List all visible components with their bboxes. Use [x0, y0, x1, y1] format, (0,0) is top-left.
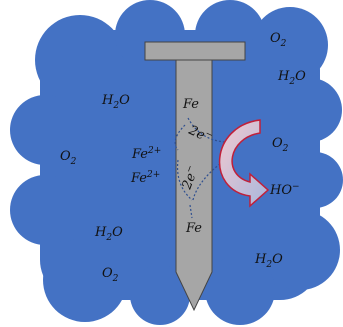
- label-part: O: [272, 136, 283, 151]
- label-part: 2: [280, 39, 287, 49]
- label-part: O: [119, 93, 130, 108]
- label-part: Fe: [131, 147, 148, 162]
- chemical-label: Fe: [182, 97, 199, 112]
- chemical-label: Fe: [185, 221, 202, 236]
- label-part: Fe: [130, 171, 147, 186]
- diagram: O2H2OH2OFe2e−O2O2Fe2+Fe2+2e−HO−H2OFeH2OO…: [0, 0, 343, 327]
- label-part: O: [60, 149, 71, 164]
- label-part: Fe: [185, 221, 202, 236]
- label-part: 2+: [147, 146, 161, 156]
- label-part: H: [254, 252, 267, 267]
- label-part: 2: [112, 274, 119, 284]
- label-part: O: [295, 69, 306, 84]
- label-part: HO: [269, 183, 292, 198]
- label-part: O: [102, 266, 113, 281]
- label-part: H: [101, 93, 114, 108]
- label-part: Fe: [182, 97, 199, 112]
- label-part: H: [94, 225, 107, 240]
- label-part: O: [112, 225, 123, 240]
- label-part: O: [270, 31, 281, 46]
- label-part: H: [277, 69, 290, 84]
- label-part: O: [272, 252, 283, 267]
- label-part: −: [292, 182, 300, 192]
- label-part: 2: [70, 157, 77, 167]
- label-part: 2: [282, 144, 289, 154]
- label-part: 2+: [146, 170, 160, 180]
